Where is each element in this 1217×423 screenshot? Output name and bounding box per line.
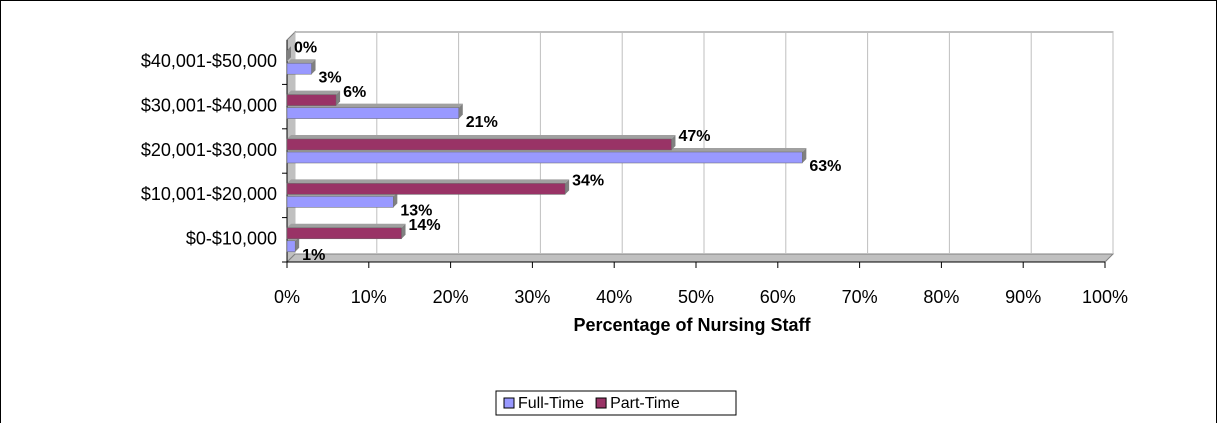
x-tick-label: 20% xyxy=(433,287,469,307)
legend-label: Full-Time xyxy=(518,395,584,412)
bar xyxy=(286,62,312,75)
bar-top xyxy=(287,90,341,95)
value-label: 13% xyxy=(400,203,432,220)
value-label: 3% xyxy=(319,69,342,86)
legend-label: Part-Time xyxy=(610,395,680,412)
bar-depth xyxy=(671,135,676,150)
bar-top xyxy=(287,223,406,228)
bar xyxy=(286,94,337,106)
bar xyxy=(286,183,566,195)
y-tick-label: $40,001-$50,000 xyxy=(141,51,277,71)
bar-depth xyxy=(458,103,463,119)
bar-depth xyxy=(287,46,291,62)
x-tick-label: 100% xyxy=(1082,287,1128,307)
bar xyxy=(286,240,296,253)
bar-depth xyxy=(311,59,316,75)
bar xyxy=(286,227,402,240)
plot-floor xyxy=(285,253,1115,263)
bar-top xyxy=(287,59,316,64)
value-label: 63% xyxy=(809,158,841,175)
y-tick-label: $30,001-$40,000 xyxy=(141,95,277,115)
bar-top xyxy=(287,135,676,139)
bar-depth xyxy=(802,148,807,163)
x-tick-label: 50% xyxy=(678,287,714,307)
value-label: 34% xyxy=(572,173,604,190)
y-tick-label: $10,001-$20,000 xyxy=(141,184,277,204)
bar-depth xyxy=(401,223,406,239)
legend-swatch xyxy=(595,397,607,409)
value-label: 6% xyxy=(343,84,366,101)
bar-depth xyxy=(565,179,570,195)
value-label: 0% xyxy=(294,39,317,56)
legend-box xyxy=(495,390,737,416)
bar xyxy=(286,107,460,119)
x-tick-label: 30% xyxy=(514,287,550,307)
x-tick-label: 0% xyxy=(274,287,300,307)
bar-depth xyxy=(295,236,300,252)
bar-depth xyxy=(393,192,398,208)
bar xyxy=(286,196,394,208)
x-tick-label: 90% xyxy=(1005,287,1041,307)
value-label: 21% xyxy=(466,114,498,131)
value-label: 47% xyxy=(678,128,710,145)
x-tick-label: 40% xyxy=(596,287,632,307)
value-label: 1% xyxy=(302,247,325,264)
x-axis-title: Percentage of Nursing Staff xyxy=(573,315,811,335)
value-label: 14% xyxy=(409,217,441,234)
bar-depth xyxy=(336,90,341,106)
y-tick-label: $0-$10,000 xyxy=(186,229,277,249)
x-tick-label: 70% xyxy=(842,287,878,307)
bar xyxy=(286,151,803,164)
x-tick-label: 80% xyxy=(923,287,959,307)
bar xyxy=(286,138,672,151)
x-tick-label: 60% xyxy=(760,287,796,307)
x-tick-label: 10% xyxy=(351,287,387,307)
bar-top xyxy=(287,179,570,184)
legend-swatch xyxy=(503,397,515,409)
y-tick-label: $20,001-$30,000 xyxy=(141,140,277,160)
